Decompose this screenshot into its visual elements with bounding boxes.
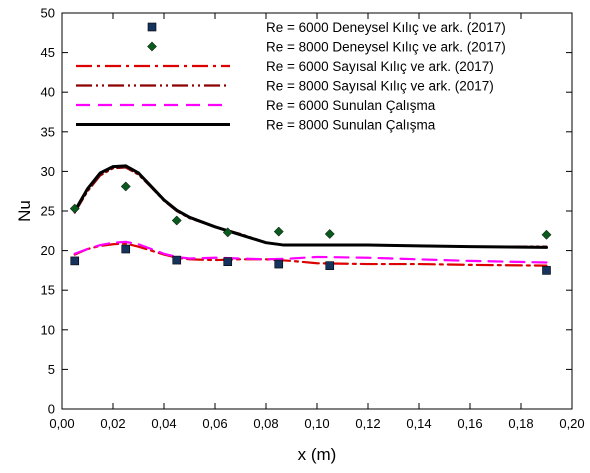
legend-marker-0: [147, 22, 157, 32]
data-point-0-6: [542, 266, 551, 275]
y-tick-label: 15: [41, 283, 55, 298]
legend-entry-1: Re = 8000 Deneysel Kılıç ve ark. (2017): [147, 40, 506, 55]
legend-label-3: Re = 8000 Sayısal Kılıç ve ark. (2017): [266, 79, 494, 94]
x-tick-label: 0,06: [202, 416, 227, 431]
legend: Re = 6000 Deneysel Kılıç ve ark. (2017) R…: [76, 20, 506, 133]
data-point-0-4: [274, 259, 284, 269]
legend-marker-1: [147, 41, 157, 52]
series-0-group: [70, 244, 551, 275]
y-tick-label: 35: [41, 124, 55, 139]
x-tick-label: 0,14: [406, 416, 431, 431]
data-point-1-3: [222, 227, 233, 238]
legend-label-1: Re = 8000 Deneysel Kılıç ve ark. (2017): [266, 40, 506, 55]
data-point-1-4: [273, 226, 284, 237]
legend-entry-3: Re = 8000 Sayısal Kılıç ve ark. (2017): [76, 79, 494, 94]
data-point-0-3: [223, 257, 233, 266]
x-tick-label: 0,02: [100, 416, 125, 431]
x-axis-title: x (m): [298, 445, 337, 464]
data-point-1-2: [171, 215, 182, 226]
series-1-group: [69, 181, 552, 240]
y-tick-label: 50: [41, 6, 55, 21]
data-point-0-1: [121, 244, 131, 254]
plot-area: [61, 12, 573, 410]
y-tick-label: 5: [48, 362, 55, 377]
y-tick-label: 30: [41, 164, 55, 179]
x-tick-label: 0,08: [253, 416, 278, 431]
legend-label-5: Re = 8000 Sunulan Çalışma: [266, 118, 436, 133]
legend-entry-0: Re = 6000 Deneysel Kılıç ve ark. (2017): [147, 20, 506, 35]
data-point-0-0: [70, 256, 80, 266]
data-point-1-5: [324, 229, 335, 239]
legend-label-2: Re = 6000 Sayısal Kılıç ve ark. (2017): [266, 59, 494, 74]
x-tick-label: 0,00: [49, 416, 74, 431]
x-tick-label: 0,16: [457, 416, 482, 431]
data-point-1-0: [69, 203, 80, 214]
x-tick-label: 0,20: [559, 416, 584, 431]
series-line-5: [73, 164, 548, 249]
y-tick-label: 20: [41, 243, 55, 258]
legend-label-0: Re = 6000 Deneysel Kılıç ve ark. (2017): [266, 20, 506, 35]
y-tick-label: 10: [41, 322, 55, 337]
legend-entry-4: Re = 6000 Sunulan Çalışma: [76, 98, 436, 113]
y-tick-label: 40: [41, 85, 55, 100]
legend-label-4: Re = 6000 Sunulan Çalışma: [266, 98, 436, 113]
y-tick-label: 25: [41, 204, 55, 219]
x-tick-label: 0,18: [508, 416, 533, 431]
y-tick-label: 0: [48, 402, 55, 417]
y-axis-title: Nu: [15, 200, 34, 222]
data-point-1-1: [120, 181, 131, 192]
legend-entry-5: Re = 8000 Sunulan Çalışma: [76, 118, 436, 133]
x-tick-label: 0,10: [304, 416, 329, 431]
x-tick-label: 0,12: [355, 416, 380, 431]
data-point-0-2: [172, 255, 182, 265]
legend-entry-2: Re = 6000 Sayısal Kılıç ve ark. (2017): [76, 59, 494, 74]
series-5-group: [73, 164, 548, 249]
data-point-1-6: [541, 229, 552, 240]
data-point-0-5: [325, 261, 335, 270]
y-tick-label: 45: [41, 45, 55, 60]
plot-frame: [61, 12, 573, 410]
series-4-group: [73, 240, 548, 264]
x-tick-label: 0,04: [151, 416, 176, 431]
series-line-4: [73, 240, 548, 264]
axes-layer: 0,00 0,02 0,04 0,06 0,08 0,10 0,12 0,14 0,16 0,18…: [15, 6, 585, 465]
series-layer: [69, 164, 552, 275]
